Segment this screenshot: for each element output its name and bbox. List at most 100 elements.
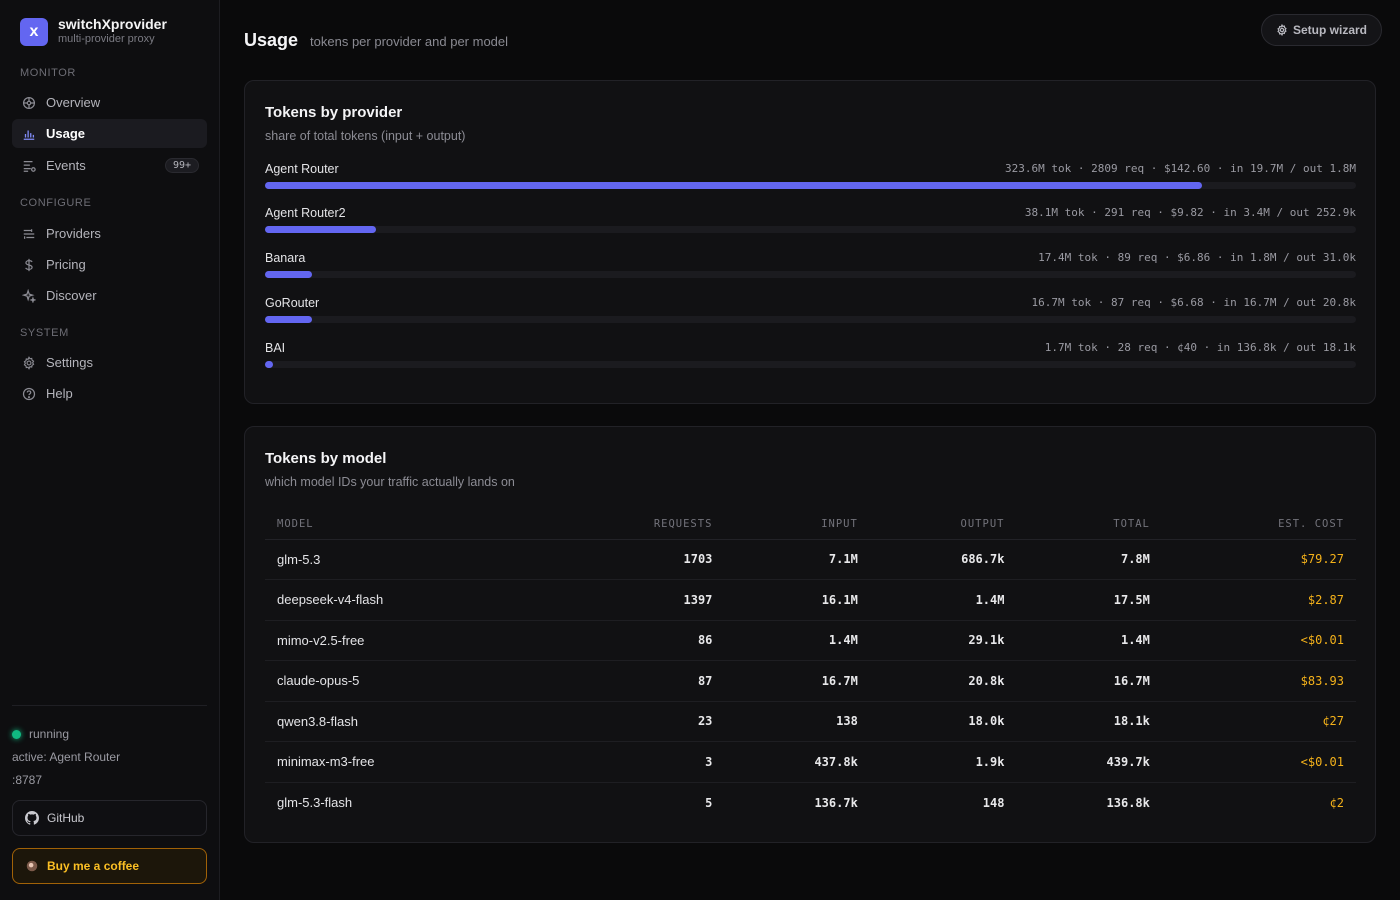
sidebar-item-label: Providers bbox=[46, 226, 101, 241]
proxy-status: running bbox=[12, 727, 69, 741]
provider-name: Agent Router bbox=[265, 162, 339, 176]
total-cell: 18.1k bbox=[1016, 701, 1162, 742]
provider-name: GoRouter bbox=[265, 296, 320, 310]
requests-cell: 1703 bbox=[546, 539, 725, 580]
requests-cell: 5 bbox=[705, 795, 713, 810]
provider-stats: 17.4M tok · 89 req · $6.86 · in 1.8M / o… bbox=[1038, 251, 1356, 264]
input-cell: 437.8k bbox=[724, 741, 870, 783]
column-header[interactable]: OUTPUT bbox=[869, 509, 1017, 540]
model-cell: glm-5.3-flash bbox=[277, 795, 353, 810]
sidebar-item-usage[interactable]: Usage bbox=[12, 119, 207, 148]
help-icon bbox=[22, 387, 36, 401]
input-cell: 7.1M bbox=[724, 539, 870, 580]
proxy-port: :8787 bbox=[12, 773, 43, 787]
events-count-badge: 99+ bbox=[164, 158, 199, 173]
total-cell: 1.4M bbox=[1016, 620, 1162, 661]
sidebar-item-overview[interactable]: Overview bbox=[12, 88, 207, 117]
section-label-monitor: MONITOR bbox=[20, 67, 76, 79]
provider-share-track bbox=[265, 316, 1356, 323]
provider-row: GoRouter 16.7M tok · 87 req · $6.68 · in … bbox=[265, 296, 1356, 336]
total-cell: 439.7k bbox=[1016, 741, 1162, 783]
buy-me-a-coffee-button[interactable]: Buy me a coffee bbox=[12, 848, 207, 884]
models-table-body: glm-5.3 1703 7.1M 686.7k 7.8M $79.27 deepseek-… bbox=[265, 539, 1356, 823]
output-cell: 148 bbox=[982, 795, 1005, 810]
input-cell: 1.4M bbox=[724, 620, 870, 661]
provider-stats: 16.7M tok · 87 req · $6.68 · in 16.7M / … bbox=[1031, 296, 1356, 309]
model-cell: claude-opus-5 bbox=[265, 660, 547, 702]
model-cell: mimo-v2.5-free bbox=[265, 620, 547, 661]
tokens-by-provider-card: Tokens by provider share of total tokens… bbox=[244, 80, 1376, 404]
gear-icon bbox=[22, 355, 36, 370]
cost-cell: <$0.01 bbox=[1161, 620, 1356, 661]
total-cell: 7.8M bbox=[1016, 539, 1162, 580]
output-cell: 1.4M bbox=[869, 579, 1017, 621]
section-label-system: SYSTEM bbox=[20, 327, 69, 339]
sidebar: x switchXprovider multi-provider proxy M… bbox=[0, 0, 220, 900]
brand[interactable]: x switchXprovider multi-provider proxy bbox=[20, 17, 167, 46]
setup-wizard-label: Setup wizard bbox=[1292, 23, 1367, 37]
provider-share-track bbox=[265, 226, 1356, 233]
requests-cell: 23 bbox=[546, 701, 725, 742]
table-row: deepseek-v4-flash 1397 16.1M 1.4M 17.5M $2.87 bbox=[265, 579, 1356, 621]
cost-cell: ¢2 bbox=[1329, 795, 1344, 810]
provider-share-track bbox=[265, 361, 1356, 368]
list-icon bbox=[22, 159, 36, 173]
cost-cell: $2.87 bbox=[1161, 579, 1356, 621]
column-header[interactable]: EST. COST bbox=[1161, 509, 1356, 540]
brand-name: switchXprovider bbox=[58, 16, 167, 32]
github-button[interactable]: GitHub bbox=[12, 800, 207, 836]
card-title: Tokens by provider bbox=[265, 104, 403, 121]
requests-cell: 86 bbox=[546, 620, 725, 661]
provider-row: Banara 17.4M tok · 89 req · $6.86 · in 1.… bbox=[265, 251, 1356, 291]
dollar-icon bbox=[22, 258, 36, 272]
card-subtitle: which model IDs your traffic actually la… bbox=[265, 475, 515, 489]
output-cell: 1.9k bbox=[869, 741, 1017, 783]
provider-stats: 38.1M tok · 291 req · $9.82 · in 3.4M / … bbox=[1024, 206, 1356, 219]
output-cell: 686.7k bbox=[869, 539, 1017, 580]
output-cell: 18.0k bbox=[869, 701, 1017, 742]
sidebar-item-label: Help bbox=[46, 386, 73, 401]
page-title: Usage bbox=[244, 30, 299, 50]
sidebar-divider bbox=[12, 705, 207, 706]
table-row: glm-5.3 1703 7.1M 686.7k 7.8M $79.27 bbox=[265, 539, 1356, 580]
sidebar-item-settings[interactable]: Settings bbox=[12, 348, 207, 377]
active-provider: active: Agent Router bbox=[12, 750, 121, 764]
table-row: qwen3.8-flash 23 138 18.0k 18.1k ¢27 bbox=[265, 701, 1356, 742]
input-cell: 16.7M bbox=[724, 660, 870, 702]
card-title: Tokens by model bbox=[265, 450, 387, 467]
setup-wizard-button[interactable]: Setup wizard bbox=[1260, 14, 1382, 46]
models-table: MODEL REQUESTS INPUT OUTPUT TOTAL EST. COST g… bbox=[265, 509, 1356, 823]
coffee-label: Buy me a coffee bbox=[47, 859, 140, 873]
provider-name: Banara bbox=[265, 251, 306, 265]
sidebar-item-label: Overview bbox=[46, 95, 101, 110]
input-cell: 136.7k bbox=[814, 795, 858, 810]
total-cell: 16.7M bbox=[1016, 660, 1162, 702]
sliders-icon bbox=[22, 227, 36, 241]
requests-cell: 1397 bbox=[546, 579, 725, 621]
brand-logo: x bbox=[20, 17, 48, 46]
sidebar-item-help[interactable]: Help bbox=[12, 379, 207, 408]
total-cell: 136.8k bbox=[1106, 795, 1150, 810]
card-subtitle: share of total tokens (input + output) bbox=[265, 129, 466, 143]
model-cell: deepseek-v4-flash bbox=[265, 579, 547, 621]
column-header[interactable]: MODEL bbox=[265, 509, 547, 540]
cost-cell: <$0.01 bbox=[1161, 741, 1356, 783]
column-header[interactable]: TOTAL bbox=[1016, 509, 1162, 540]
sidebar-item-label: Settings bbox=[46, 355, 93, 370]
sidebar-item-discover[interactable]: Discover bbox=[12, 281, 207, 310]
provider-share-bar bbox=[265, 271, 312, 278]
output-cell: 20.8k bbox=[869, 660, 1017, 702]
cost-cell: $83.93 bbox=[1161, 660, 1356, 702]
provider-row: Agent Router2 38.1M tok · 291 req · $9.82… bbox=[265, 206, 1356, 246]
column-header[interactable]: REQUESTS bbox=[546, 509, 725, 540]
column-header[interactable]: INPUT bbox=[724, 509, 870, 540]
brand-subtitle: multi-provider proxy bbox=[58, 33, 155, 45]
sparkle-icon bbox=[22, 288, 36, 303]
table-row: claude-opus-5 87 16.7M 20.8k 16.7M $83.93 bbox=[265, 660, 1356, 702]
model-cell: glm-5.3 bbox=[265, 539, 547, 580]
provider-share-track bbox=[265, 182, 1356, 189]
sidebar-item-pricing[interactable]: Pricing bbox=[12, 250, 207, 279]
sidebar-item-events[interactable]: Events 99+ bbox=[12, 151, 207, 180]
table-row: glm-5.3-flash 5 136.7k 148 136.8k ¢2 bbox=[265, 782, 1356, 823]
sidebar-item-providers[interactable]: Providers bbox=[12, 219, 207, 248]
